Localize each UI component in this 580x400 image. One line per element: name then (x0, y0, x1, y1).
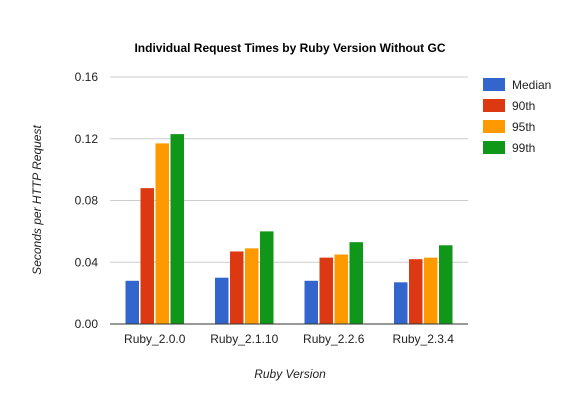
x-tick-label: Ruby_2.3.4 (393, 332, 455, 346)
bar-median-1 (215, 277, 229, 324)
bar-99th-2 (349, 242, 363, 324)
y-tick-label: 0.00 (75, 317, 99, 331)
legend-swatch (483, 120, 505, 133)
legend-label: 90th (512, 99, 535, 113)
y-tick-label: 0.08 (75, 194, 99, 208)
grid-lines (110, 76, 468, 263)
x-tick-label: Ruby_2.2.6 (303, 332, 365, 346)
x-tick-label: Ruby_2.0.0 (124, 332, 186, 346)
bar-90th-1 (230, 251, 244, 324)
x-axis-ticks: Ruby_2.0.0 Ruby_2.1.10 Ruby_2.2.6 Ruby_2.3.… (124, 332, 454, 346)
legend-label: 95th (512, 120, 535, 134)
legend-swatch (483, 141, 505, 154)
bar-90th-3 (409, 259, 423, 324)
y-tick-label: 0.04 (75, 255, 99, 269)
bar-99th-3 (439, 245, 453, 324)
bar-99th-0 (170, 134, 184, 324)
bar-90th-2 (319, 257, 333, 324)
legend-label: Median (512, 78, 551, 92)
bar-median-0 (125, 280, 139, 324)
legend: Median 90th 95th 99th (483, 78, 551, 155)
y-tick-label: 0.12 (75, 132, 99, 146)
y-axis-ticks: 0.00 0.04 0.08 0.12 0.16 (75, 70, 99, 331)
y-tick-label: 0.16 (75, 70, 99, 84)
bar-95th-2 (334, 254, 348, 324)
legend-label: 99th (512, 141, 535, 155)
bar-median-3 (394, 282, 408, 324)
bar-median-2 (304, 280, 318, 324)
bar-95th-0 (155, 143, 169, 324)
chart-title: Individual Request Times by Ruby Version… (134, 41, 445, 55)
bar-95th-3 (424, 257, 438, 324)
legend-swatch (483, 99, 505, 112)
y-axis-title: Seconds per HTTP Request (30, 125, 44, 275)
bar-99th-1 (260, 231, 274, 324)
x-tick-label: Ruby_2.1.10 (210, 332, 278, 346)
bars (125, 134, 453, 324)
bar-90th-0 (140, 188, 154, 324)
bar-95th-1 (245, 248, 259, 324)
legend-swatch (483, 78, 505, 91)
x-axis-title: Ruby Version (254, 367, 326, 381)
